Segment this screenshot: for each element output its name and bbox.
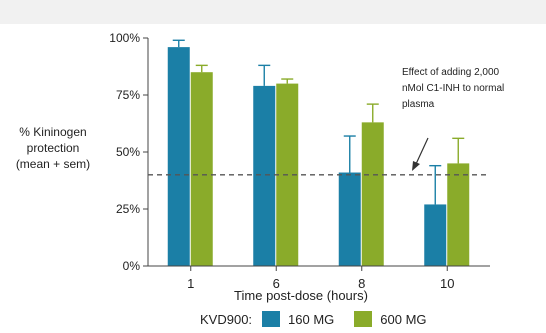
legend-label-600mg: 600 MG xyxy=(380,311,427,327)
legend-label-160mg: 160 MG xyxy=(288,311,335,327)
y-tick-label: 75% xyxy=(116,88,140,102)
y-tick-label: 0% xyxy=(123,259,141,273)
x-axis-title: Time post-dose (hours) xyxy=(234,288,368,303)
bar xyxy=(424,204,447,266)
bar xyxy=(338,172,361,266)
annotation-arrow xyxy=(415,137,429,165)
annotation-text: Effect of adding 2,000 nMol C1-INH to no… xyxy=(402,65,522,113)
y-axis-title: % Kininogen protection (mean + sem) xyxy=(4,124,102,172)
bar xyxy=(190,72,213,266)
bar xyxy=(447,163,470,266)
bar xyxy=(167,47,190,267)
y-tick-label: 100% xyxy=(109,31,140,45)
bar xyxy=(361,122,384,266)
y-axis-title-line-1: % Kininogen xyxy=(19,125,87,139)
y-tick-label: 25% xyxy=(116,202,140,216)
annotation-line-2: nMol C1-INH to normal xyxy=(402,83,505,94)
annotation-arrowhead xyxy=(412,161,420,171)
x-tick-label: 8 xyxy=(358,276,365,291)
legend-item-160mg: 160 MG xyxy=(262,311,334,327)
legend-swatch-160mg xyxy=(262,311,281,327)
x-tick-label: 1 xyxy=(187,276,194,291)
legend-item-600mg: 600 MG xyxy=(354,311,427,327)
y-axis-title-line-3: (mean + sem) xyxy=(15,157,91,171)
legend-prefix: KVD900: xyxy=(200,311,253,327)
annotation-line-1: Effect of adding 2,000 xyxy=(402,67,500,78)
annotation-line-3: plasma xyxy=(402,99,435,110)
x-tick-label: 10 xyxy=(440,276,454,291)
x-tick-label: 6 xyxy=(273,276,280,291)
header-band xyxy=(0,0,546,24)
legend-swatch-600mg xyxy=(354,311,373,327)
bar xyxy=(253,85,276,266)
y-tick-label: 50% xyxy=(116,145,140,159)
legend: KVD900: 160 MG 600 MG xyxy=(200,308,447,330)
y-axis-title-line-2: protection xyxy=(26,141,80,155)
